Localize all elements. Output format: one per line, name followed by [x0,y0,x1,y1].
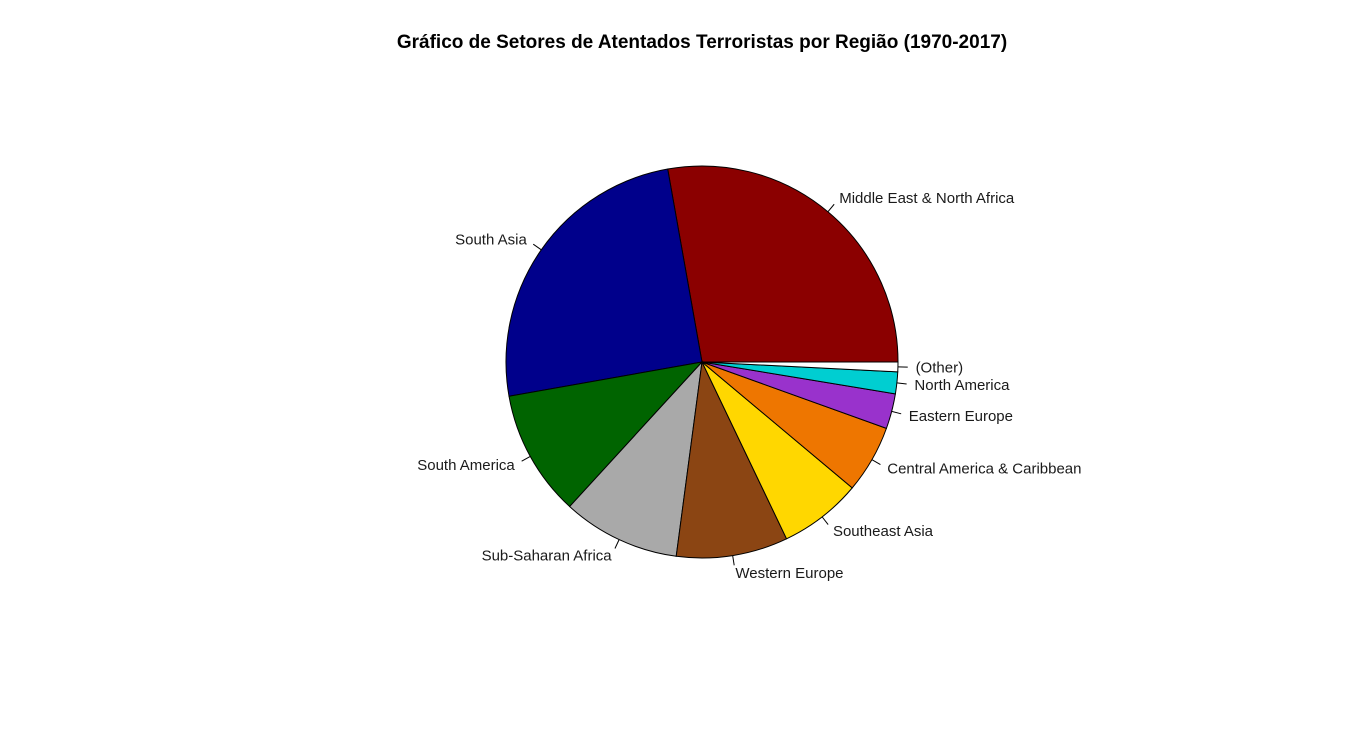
leader-line-south-asia [532,243,542,251]
pie-slice-other [701,361,899,373]
pie-slice-south-asia [505,168,703,397]
pie-label-south-asia: South Asia [455,232,527,249]
pie-label-eastern-europe: Eastern Europe [909,408,1013,425]
pie-label-central-america-caribbean: Central America & Caribbean [887,460,1081,477]
leader-line-middle-east-north-africa [827,203,835,213]
pie-slices [505,165,899,559]
pie-slice-western-europe [675,360,788,559]
pie-label-north-america: North America [914,377,1010,394]
pie-labels: Middle East & North Africa South Asia Sout… [417,190,1081,582]
pie-slice-south-america [508,361,704,508]
pie-label-other: (Other) [916,359,964,376]
leader-line-sub-saharan-africa [614,539,620,549]
pie-label-sub-saharan-africa: Sub-Saharan Africa [482,548,613,565]
pie-slice-sub-saharan-africa [568,360,703,557]
pie-label-western-europe: Western Europe [735,565,843,582]
pie-label-south-america: South America [417,457,515,474]
leader-line-north-america [896,382,907,385]
chart-title: Gráfico de Setores de Atentados Terroris… [397,32,1007,53]
leader-line-southeast-asia [821,516,829,525]
pie-leader-lines [521,203,908,566]
leader-line-eastern-europe [891,410,902,415]
pie-label-southeast-asia: Southeast Asia [833,523,934,540]
leader-line-central-america-caribbean [871,459,881,465]
leader-line-south-america [521,455,531,462]
leader-line-western-europe [732,555,735,566]
pie-label-middle-east-north-africa: Middle East & North Africa [839,190,1015,207]
